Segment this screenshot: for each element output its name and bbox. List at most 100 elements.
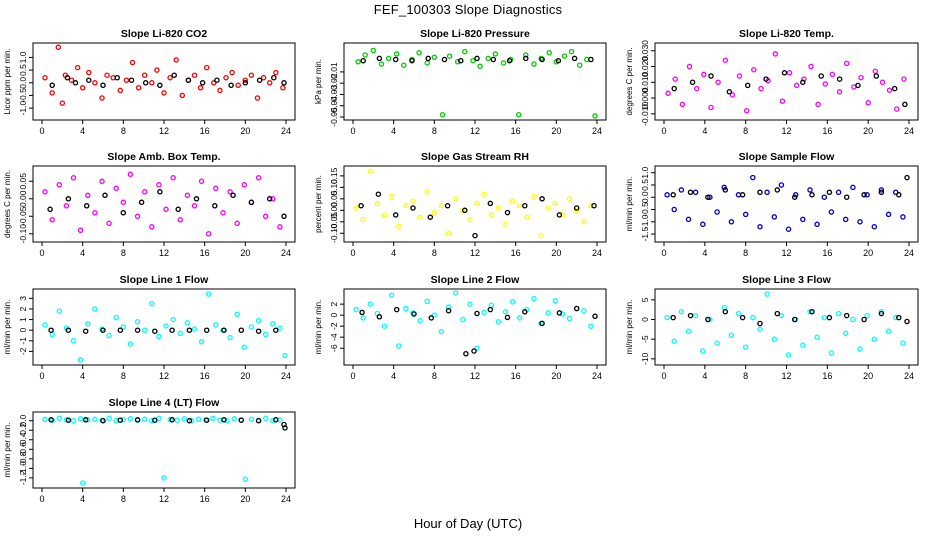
- data-point-black: [462, 207, 468, 214]
- panel-1: Slope Li-820 Pressure kPa per min. 0 4 8 12 16…: [314, 28, 607, 136]
- data-point: [213, 322, 219, 328]
- data-point: [149, 417, 155, 424]
- data-point: [388, 292, 395, 299]
- data-point-black: [809, 192, 815, 198]
- data-point-black: [896, 314, 902, 321]
- x-tick-label: 4: [391, 248, 396, 258]
- data-point: [516, 315, 523, 321]
- data-point: [177, 330, 184, 337]
- data-point-black: [199, 80, 206, 86]
- panel-title: Slope Line 3 Flow: [742, 274, 832, 286]
- data-point: [821, 314, 828, 321]
- data-point: [68, 77, 75, 83]
- panel-title: Slope Li-820 Temp.: [739, 28, 834, 40]
- data-point: [141, 416, 148, 423]
- data-point: [474, 345, 480, 351]
- data-point-black: [157, 82, 163, 89]
- data-point: [149, 224, 155, 230]
- data-point: [55, 44, 62, 51]
- x-tick-label: 20: [551, 126, 561, 136]
- x-tick-label: 8: [743, 126, 748, 136]
- data-point: [396, 343, 402, 349]
- data-point: [685, 328, 692, 335]
- y-tick-label: -10: [640, 352, 650, 365]
- panel-0: Slope Li-820 CO2 Licor ppm per min. 0 4 8 12 1…: [3, 28, 296, 136]
- data-point: [77, 227, 84, 234]
- plot-frame: [654, 165, 919, 243]
- data-point: [552, 200, 559, 207]
- data-point: [141, 189, 148, 195]
- data-point: [229, 69, 235, 76]
- data-point-black: [238, 327, 245, 333]
- data-point: [156, 333, 162, 340]
- data-point: [213, 185, 219, 192]
- data-point-black: [428, 315, 435, 321]
- data-point: [135, 85, 142, 91]
- data-point: [248, 416, 255, 423]
- data-point-black: [65, 196, 72, 202]
- data-point: [99, 95, 105, 101]
- y-tick-label: -1.2: [18, 470, 28, 485]
- x-tick-label: 16: [200, 248, 210, 258]
- data-point: [492, 51, 499, 57]
- data-point-black: [128, 77, 135, 83]
- data-point: [360, 315, 366, 321]
- data-point: [167, 74, 173, 81]
- data-point: [92, 306, 98, 312]
- data-point-black: [687, 312, 694, 319]
- y-tick-label: -1.0: [640, 214, 650, 229]
- data-point-black: [444, 202, 451, 209]
- data-point-black: [474, 310, 480, 317]
- panel-4: Slope Gas Stream RH percent per min. 0 4 8 12…: [314, 151, 607, 258]
- data-point: [800, 342, 806, 348]
- panel-3: Slope Amb. Box Temp. degrees C per min. 0 4…: [3, 151, 296, 258]
- y-tick-label: -2: [329, 322, 339, 330]
- data-point-black: [410, 205, 416, 211]
- data-point: [800, 216, 806, 223]
- data-point: [224, 417, 230, 424]
- data-point: [198, 178, 205, 185]
- y-axis-label: kPa per min.: [314, 59, 323, 104]
- data-point: [92, 210, 98, 216]
- y-tick-label: 0.010: [640, 71, 650, 93]
- data-point: [106, 415, 112, 422]
- plot-frame: [32, 288, 296, 366]
- data-point-black: [392, 212, 399, 218]
- data-point-black: [86, 77, 92, 83]
- data-point: [843, 60, 850, 67]
- data-point-black: [826, 314, 833, 321]
- y-tick-label: 0.15: [329, 167, 339, 184]
- figure-title: FEF_100303 Slope Diagnostics: [373, 2, 563, 17]
- data-point: [807, 308, 813, 315]
- y-tick-label: -6: [329, 344, 339, 352]
- data-point: [871, 223, 878, 230]
- x-tick-label: 20: [240, 248, 250, 258]
- data-point: [714, 209, 720, 215]
- data-point: [757, 223, 763, 230]
- data-point: [438, 202, 445, 209]
- data-point: [502, 309, 509, 315]
- data-point: [561, 53, 568, 59]
- data-point: [516, 202, 523, 209]
- data-point: [785, 352, 792, 358]
- data-point-black: [82, 328, 89, 334]
- data-point: [531, 61, 537, 67]
- data-point: [197, 85, 204, 91]
- y-tick-label: 0.020: [640, 56, 650, 78]
- data-point-black: [504, 209, 511, 216]
- data-point: [99, 178, 105, 185]
- y-tick-label: -1.5: [640, 226, 650, 241]
- data-point-black: [506, 57, 513, 64]
- y-tick-label: -0.10: [329, 223, 339, 243]
- data-point: [871, 336, 878, 342]
- data-point: [736, 73, 743, 79]
- data-point: [120, 324, 127, 330]
- data-point-black: [214, 77, 220, 83]
- x-tick-label: 4: [702, 371, 707, 381]
- data-point: [231, 416, 237, 422]
- data-point-black: [891, 85, 898, 92]
- data-point: [671, 338, 677, 344]
- y-axis-label: ml/min per min.: [3, 300, 12, 355]
- x-tick-label: 24: [592, 371, 602, 381]
- data-point: [793, 82, 800, 89]
